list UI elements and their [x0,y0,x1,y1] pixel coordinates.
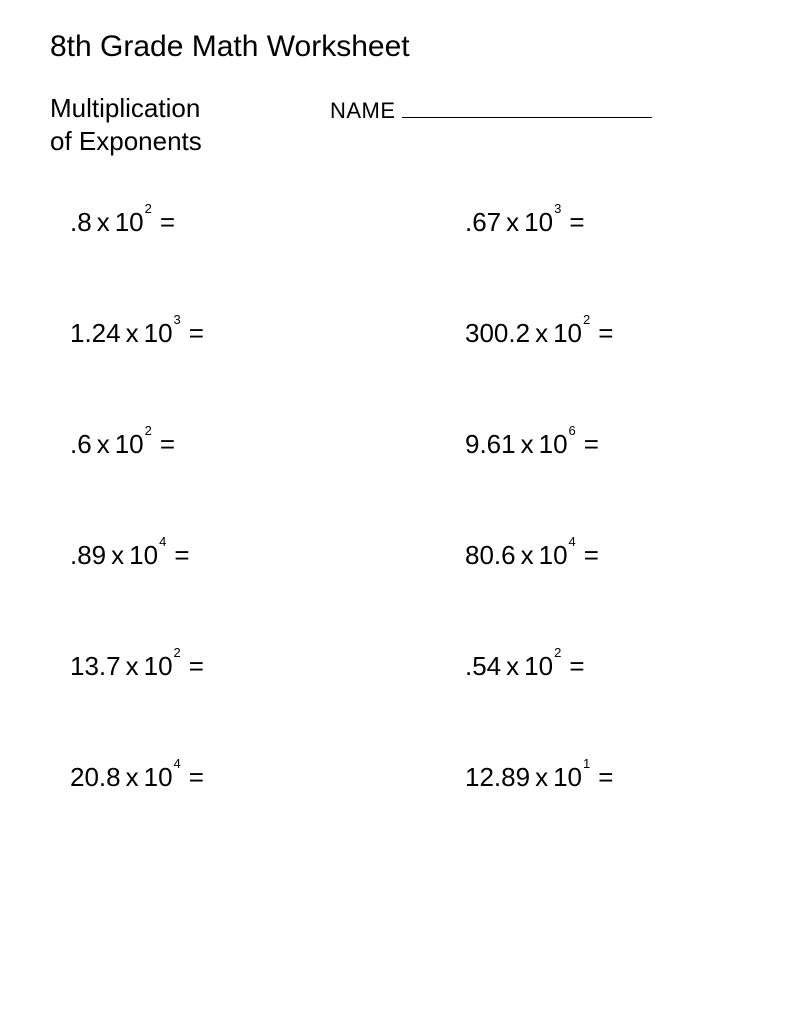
problem-item: 13.7 x 102 = [70,651,395,682]
exponent: 2 [583,312,590,327]
times-symbol: x [535,762,548,793]
exponent: 6 [569,423,576,438]
subtitle-line-1: Multiplication [50,93,200,123]
equals-sign: = [584,540,599,571]
header-row: Multiplication of Exponents NAME [50,92,750,157]
exponent: 1 [583,756,590,771]
times-symbol: x [97,207,110,238]
worksheet-title: 8th Grade Math Worksheet [50,30,750,64]
base: 10 [553,318,582,349]
times-symbol: x [97,429,110,460]
exponent: 3 [554,201,561,216]
equals-sign: = [189,318,204,349]
base: 10 [524,207,553,238]
times-symbol: x [521,429,534,460]
equals-sign: = [569,651,584,682]
problem-item: .6 x 102 = [70,429,395,460]
base: 10 [524,651,553,682]
times-symbol: x [506,651,519,682]
coefficient: 20.8 [70,762,121,793]
times-symbol: x [521,540,534,571]
exponent: 2 [174,645,181,660]
times-symbol: x [126,762,139,793]
base: 10 [129,540,158,571]
coefficient: .8 [70,207,92,238]
times-symbol: x [506,207,519,238]
times-symbol: x [126,318,139,349]
exponent: 3 [174,312,181,327]
equals-sign: = [598,318,613,349]
equals-sign: = [584,429,599,460]
problem-item: 9.61 x 106 = [425,429,750,460]
equals-sign: = [189,651,204,682]
times-symbol: x [111,540,124,571]
equals-sign: = [174,540,189,571]
times-symbol: x [535,318,548,349]
problem-item: 1.24 x 103 = [70,318,395,349]
coefficient: 80.6 [465,540,516,571]
worksheet-subtitle: Multiplication of Exponents [50,92,330,157]
exponent: 4 [174,756,181,771]
base: 10 [539,429,568,460]
coefficient: .6 [70,429,92,460]
problem-item: .54 x 102 = [425,651,750,682]
name-label: NAME [330,98,396,124]
name-field-block: NAME [330,98,652,124]
coefficient: 9.61 [465,429,516,460]
problem-item: 80.6 x 104 = [425,540,750,571]
equals-sign: = [189,762,204,793]
name-blank-line[interactable] [402,117,652,118]
equals-sign: = [598,762,613,793]
base: 10 [539,540,568,571]
subtitle-line-2: of Exponents [50,126,202,156]
coefficient: .54 [465,651,501,682]
exponent: 4 [569,534,576,549]
coefficient: 1.24 [70,318,121,349]
base: 10 [144,762,173,793]
coefficient: 13.7 [70,651,121,682]
coefficient: 12.89 [465,762,530,793]
problem-item: .67 x 103 = [425,207,750,238]
base: 10 [144,318,173,349]
problem-item: 12.89 x 101 = [425,762,750,793]
exponent: 2 [554,645,561,660]
equals-sign: = [160,207,175,238]
problems-grid: .8 x 102 = .67 x 103 = 1.24 x 103 = 300.… [50,207,750,793]
base: 10 [115,207,144,238]
coefficient: .89 [70,540,106,571]
equals-sign: = [569,207,584,238]
coefficient: .67 [465,207,501,238]
exponent: 2 [145,201,152,216]
exponent: 2 [145,423,152,438]
equals-sign: = [160,429,175,460]
base: 10 [144,651,173,682]
base: 10 [553,762,582,793]
exponent: 4 [159,534,166,549]
problem-item: 20.8 x 104 = [70,762,395,793]
coefficient: 300.2 [465,318,530,349]
problem-item: .8 x 102 = [70,207,395,238]
times-symbol: x [126,651,139,682]
base: 10 [115,429,144,460]
problem-item: .89 x 104 = [70,540,395,571]
problem-item: 300.2 x 102 = [425,318,750,349]
